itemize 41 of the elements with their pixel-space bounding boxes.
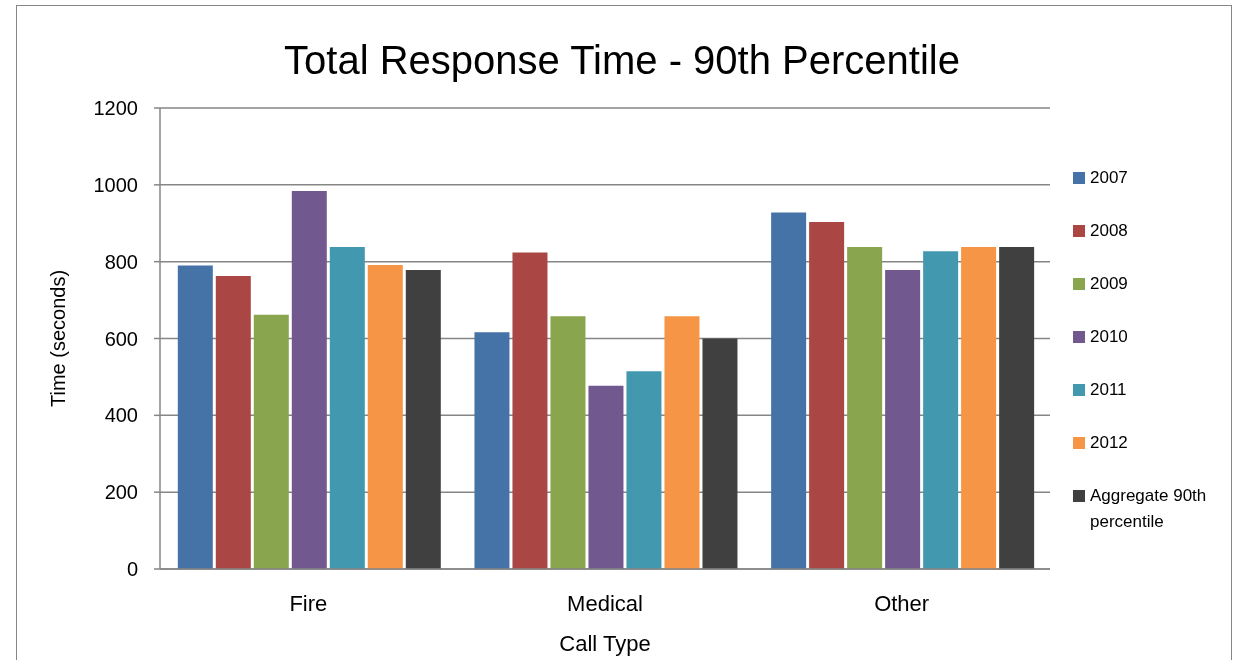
bar (474, 332, 510, 569)
bar (512, 252, 548, 569)
x-tick-label: Medical (567, 590, 643, 616)
bar (367, 265, 403, 569)
bar (664, 316, 700, 569)
bar (215, 275, 251, 569)
y-tick-label: 200 (104, 481, 138, 504)
x-tick-label: Fire (289, 590, 328, 616)
y-tick-label: 600 (104, 327, 138, 350)
bar (588, 385, 624, 569)
bar (253, 314, 289, 569)
bar (847, 247, 883, 569)
legend-label: 2010 (1090, 326, 1129, 348)
y-tick-label: 1200 (93, 97, 138, 120)
y-tick-label: 800 (104, 250, 138, 273)
bar (809, 222, 845, 569)
legend-label: 2007 (1090, 167, 1129, 189)
bar (177, 265, 213, 569)
x-tick-label: Other (874, 590, 930, 616)
bar (702, 338, 738, 569)
bar (923, 251, 959, 569)
bar (771, 212, 807, 569)
y-tick-label: 0 (126, 558, 138, 581)
y-axis-title: Time (seconds) (47, 269, 70, 408)
bar (626, 371, 662, 569)
bar (885, 270, 921, 569)
legend-label: 2009 (1090, 273, 1129, 295)
legend-label: 2012 (1090, 432, 1129, 454)
bar (329, 247, 365, 569)
bar (550, 316, 586, 569)
y-tick-label: 400 (104, 404, 138, 427)
legend-label: 2011 (1090, 379, 1128, 401)
legend-label: Aggregate 90th percentile (1090, 485, 1208, 533)
x-axis-title: Call Type (559, 631, 651, 656)
bar (291, 190, 327, 569)
bar (405, 270, 441, 569)
bar (961, 247, 997, 569)
bar (999, 247, 1035, 569)
chart-title: Total Response Time - 90th Percentile (283, 38, 961, 83)
legend-label: 2008 (1090, 220, 1129, 242)
y-tick-label: 1000 (93, 173, 138, 196)
